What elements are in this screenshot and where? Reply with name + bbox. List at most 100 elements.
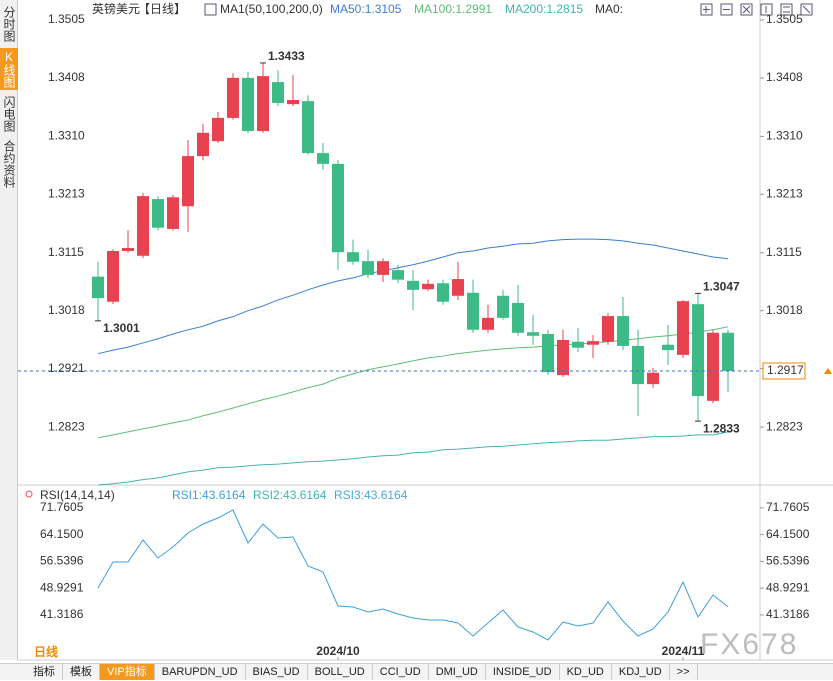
watermark: FX678 (700, 628, 798, 661)
y-tick-label-right: 1.3505 (766, 12, 803, 26)
candle-body (227, 77, 239, 118)
side-tabs: 分时图 K线图闪电图合约资料 (0, 0, 18, 660)
side-tab[interactable]: 合约资料 (2, 140, 16, 188)
extreme-label: 1.3433 (268, 49, 305, 63)
toolbar-item[interactable]: KDJ_UD (612, 664, 670, 680)
legend-entry: MA200:1.2815 (505, 2, 583, 16)
last-price-label: 1.2917 (767, 363, 804, 377)
last-price-arrow (824, 367, 832, 374)
candle-body (332, 163, 344, 253)
legend-text: 43.6164 (202, 488, 246, 502)
side-tab[interactable]: K线图 (0, 48, 18, 90)
extreme-label: 1.3047 (703, 280, 740, 294)
y-tick-label-right: 1.3115 (766, 245, 802, 259)
candle-body (632, 345, 644, 385)
toolbar-item[interactable]: 指标 (26, 664, 63, 680)
y-tick-label-right: 41.3186 (766, 607, 810, 621)
legend-entry: RSI1:43.6164 (172, 488, 246, 502)
candle-body (287, 99, 299, 105)
y-tick-label: 64.1500 (40, 527, 84, 541)
side-tab[interactable]: 闪电图 (2, 96, 16, 132)
toolbar-item[interactable]: INSIDE_UD (486, 664, 560, 680)
candle-body (692, 304, 704, 397)
y-tick-label: 1.3213 (48, 186, 85, 200)
legend-text: 1.2815 (546, 2, 583, 16)
toolbar-item[interactable]: KD_UD (560, 664, 612, 680)
candle-body (137, 196, 149, 256)
legend-entry: RSI2:43.6164 (253, 488, 327, 502)
legend-text: 43.6164 (283, 488, 327, 502)
legend-text: 1.2991 (455, 2, 492, 16)
extreme-label: 1.2833 (703, 421, 740, 435)
period-title: 【日线】 (138, 2, 186, 16)
y-tick-label: 71.7605 (40, 500, 84, 514)
candle-body (437, 283, 449, 302)
chart-title: 英镑美元 (92, 1, 140, 16)
candle-body (197, 132, 209, 157)
candle-body (107, 251, 119, 302)
y-tick-label-right: 1.2823 (766, 419, 803, 433)
candle-body (302, 101, 314, 154)
y-tick-label: 1.3018 (48, 303, 85, 317)
legend-text: 43.6164 (364, 488, 408, 502)
panel-title: RSI(14,14,14) (40, 488, 115, 502)
y-tick-label-right: 64.1500 (766, 527, 810, 541)
candle-body (92, 276, 104, 299)
toolbar-item[interactable]: 模板 (63, 664, 100, 680)
legend-text: MA50: (330, 2, 365, 16)
side-tab[interactable]: 分时图 (2, 6, 16, 42)
toolbar-item[interactable]: >> (670, 664, 698, 680)
toolbar-item[interactable]: BIAS_UD (246, 664, 308, 680)
candle-body (482, 317, 494, 330)
y-tick-label-right: 1.3408 (766, 70, 803, 84)
candle-body (467, 292, 479, 330)
legend-text: RSI1: (172, 488, 202, 502)
candle-body (272, 82, 284, 103)
candle-body (167, 197, 179, 229)
x-tick-label: 2024/11 (662, 644, 705, 658)
y-tick-label: 56.5396 (40, 554, 84, 568)
y-tick-label: 1.3310 (48, 129, 85, 143)
candle-body (512, 302, 524, 333)
candle-body (677, 301, 689, 355)
extreme-label: 1.3001 (103, 321, 140, 335)
indicator-icon[interactable] (204, 3, 217, 16)
toolbar-item[interactable]: BOLL_UD (308, 664, 373, 680)
legend-text: MA200: (505, 2, 546, 16)
candle-body (347, 252, 359, 262)
candle-body (407, 280, 419, 290)
toolbar-item[interactable]: DMI_UD (429, 664, 486, 680)
y-tick-label: 1.2823 (48, 419, 85, 433)
y-tick-label: 1.3408 (48, 70, 85, 84)
candle-body (602, 316, 614, 342)
candle-body (257, 76, 269, 132)
toolbar-icons[interactable] (700, 3, 813, 16)
toolbar-item[interactable]: CCI_UD (373, 664, 429, 680)
candle-body (452, 279, 464, 296)
candle-body (707, 332, 719, 401)
candle-body (662, 344, 674, 351)
x-tick-label: 2024/10 (316, 644, 360, 658)
settings-icon[interactable] (25, 490, 33, 498)
y-tick-label-right: 56.5396 (766, 554, 810, 568)
y-tick-label: 1.2921 (48, 361, 85, 375)
candle-body (242, 77, 254, 132)
candle-body (497, 295, 509, 318)
legend-entry: MA50:1.3105 (330, 2, 402, 16)
candle-body (422, 283, 434, 290)
legend-entry: MA100:1.2991 (414, 2, 492, 16)
y-tick-label: 48.9291 (40, 580, 84, 594)
toolbar-item[interactable]: BARUPDN_UD (155, 664, 246, 680)
candle-body (572, 341, 584, 348)
y-tick-label-right: 71.7605 (766, 500, 810, 514)
legend-text: MA100: (414, 2, 455, 16)
candle-body (392, 270, 404, 280)
toolbar-item[interactable]: VIP指标 (100, 664, 155, 680)
y-tick-label: 1.3115 (48, 245, 84, 259)
y-tick-label: 41.3186 (40, 607, 84, 621)
legend-text: 1.3105 (365, 2, 402, 16)
candle-body (212, 117, 224, 142)
indicator-name: MA1(50,100,200,0) (220, 2, 323, 16)
